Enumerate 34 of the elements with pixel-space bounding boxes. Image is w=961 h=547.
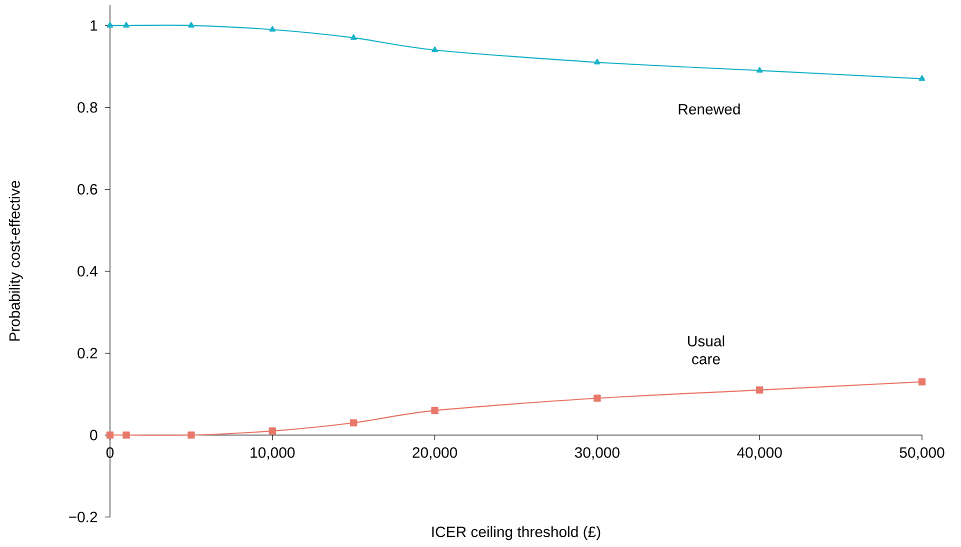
point	[188, 431, 195, 439]
x-tick-label: 50,000	[900, 447, 944, 460]
point	[269, 26, 276, 32]
y-tick-label: 0.6	[78, 184, 98, 195]
x-axis-title: ICER ceiling threshold (£)	[432, 526, 600, 540]
text: Renewed	[678, 104, 740, 114]
point	[188, 22, 194, 28]
point	[431, 406, 438, 414]
point	[123, 22, 130, 28]
point	[918, 75, 926, 81]
point	[106, 431, 114, 439]
point	[106, 22, 114, 28]
y-tick-label: −0.2	[69, 512, 98, 522]
x-tick-label: 10,000	[250, 447, 295, 460]
point	[350, 34, 357, 40]
point	[594, 58, 600, 64]
x-tick-label: 30,000	[574, 447, 620, 460]
point	[594, 394, 601, 402]
point	[122, 431, 130, 439]
point	[918, 378, 926, 386]
y-tick-label: 0.2	[78, 348, 98, 358]
y-tick-label: 0.8	[78, 102, 98, 113]
point	[756, 386, 764, 394]
y-axis-title: Probability cost-effective	[8, 180, 23, 341]
y-tick-label: 0.4	[78, 266, 98, 277]
point	[350, 419, 358, 426]
point	[268, 427, 276, 435]
y-tick-label: 1	[90, 20, 98, 31]
y-tick-label: 0	[90, 430, 98, 440]
x-tick-label: 20,000	[412, 447, 458, 460]
series-label: Usual care	[688, 335, 724, 364]
x-tick-label: 40,000	[737, 447, 782, 460]
point	[756, 66, 763, 73]
point	[432, 46, 438, 52]
